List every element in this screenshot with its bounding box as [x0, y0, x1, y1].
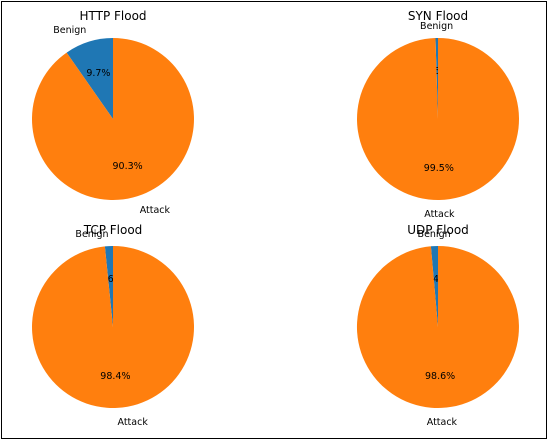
pie-slice-benign — [66, 37, 113, 119]
pie-value-label-attack: 90.3% — [113, 161, 143, 172]
pie-label-benign: Benign — [75, 229, 108, 240]
pie-slice-benign — [435, 38, 438, 119]
pie-title: SYN Flood — [408, 9, 468, 23]
pie-slice-attack — [31, 38, 194, 200]
pie-label-attack: Attack — [118, 417, 149, 428]
pie-title: UDP Flood — [407, 223, 469, 237]
pie-label-attack: Attack — [140, 205, 171, 216]
pie-slice-attack — [32, 246, 195, 409]
pie-slice-attack — [356, 246, 519, 408]
pie-label-benign: Benign — [53, 25, 86, 36]
pie-label-attack: Attack — [424, 209, 455, 220]
pie-value-label-attack: 99.5% — [424, 163, 454, 174]
pie-slice-attack — [357, 38, 520, 200]
pie-slice-benign — [104, 246, 113, 327]
pie-value-label-benign: 1.6% — [99, 274, 123, 285]
pie-value-label-benign: 9.7% — [86, 68, 110, 79]
pie-value-label-benign: 1.4% — [424, 274, 448, 285]
pie-1: HTTP Flood Benign 9.7% Attack 90.3% — [31, 9, 194, 216]
pie-title: HTTP Flood — [79, 9, 146, 23]
pie-label-benign: Benign — [418, 229, 451, 240]
pie-slice-benign — [430, 245, 438, 327]
pie-value-label-attack: 98.4% — [100, 371, 130, 382]
pie-label-attack: Attack — [427, 417, 458, 428]
pie-label-benign: Benign — [420, 21, 453, 32]
pie-title: TCP Flood — [83, 223, 143, 237]
pie-value-label-benign: 0.5% — [425, 66, 449, 77]
pie-value-label-attack: 98.6% — [425, 371, 455, 382]
